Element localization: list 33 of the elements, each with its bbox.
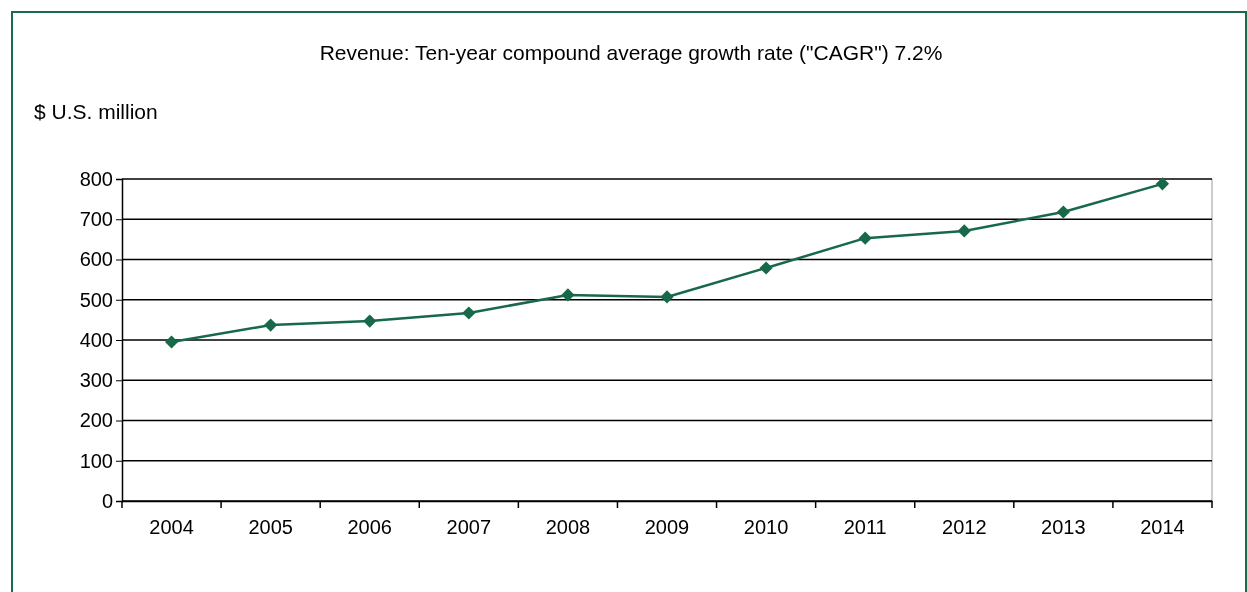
y-tick-label: 400 [79,328,113,351]
y-tick-label: 300 [79,369,113,392]
point [363,314,377,328]
point [759,261,773,275]
chart-title: Revenue: Ten-year compound average growth rate ("CAGR") 7.2% [319,41,943,64]
point [264,318,278,332]
point [164,335,179,349]
x-tick-label: 2010 [743,516,789,538]
y-tick-label: 600 [79,248,113,271]
x-tick-label: 2009 [644,516,690,538]
x-tick-label: 2005 [248,516,293,538]
x-tick-label: 2004 [149,516,194,538]
y-tick-label: 500 [79,288,113,311]
point [660,290,674,304]
x-tick-label: 2006 [347,516,392,538]
point [462,306,476,320]
point [561,288,575,302]
y-tick-label: 200 [79,409,113,432]
x-tick-label: 2008 [545,516,591,538]
point [858,231,872,245]
point [1155,177,1170,191]
x-tick-label: 2014 [1140,516,1185,538]
x-tick-label: 2007 [446,516,492,538]
x-tick-label: 2011 [843,516,887,538]
x-tick-label: 2012 [942,516,987,538]
y-tick-label: 100 [79,449,113,472]
y-axis-title: $ U.S. million [34,100,158,123]
y-tick-label: 0 [101,489,113,512]
x-tick-label: 2013 [1041,516,1086,538]
point [957,224,971,238]
y-tick-label: 800 [79,167,113,190]
y-tick-label: 700 [79,208,113,231]
point [1056,205,1070,219]
